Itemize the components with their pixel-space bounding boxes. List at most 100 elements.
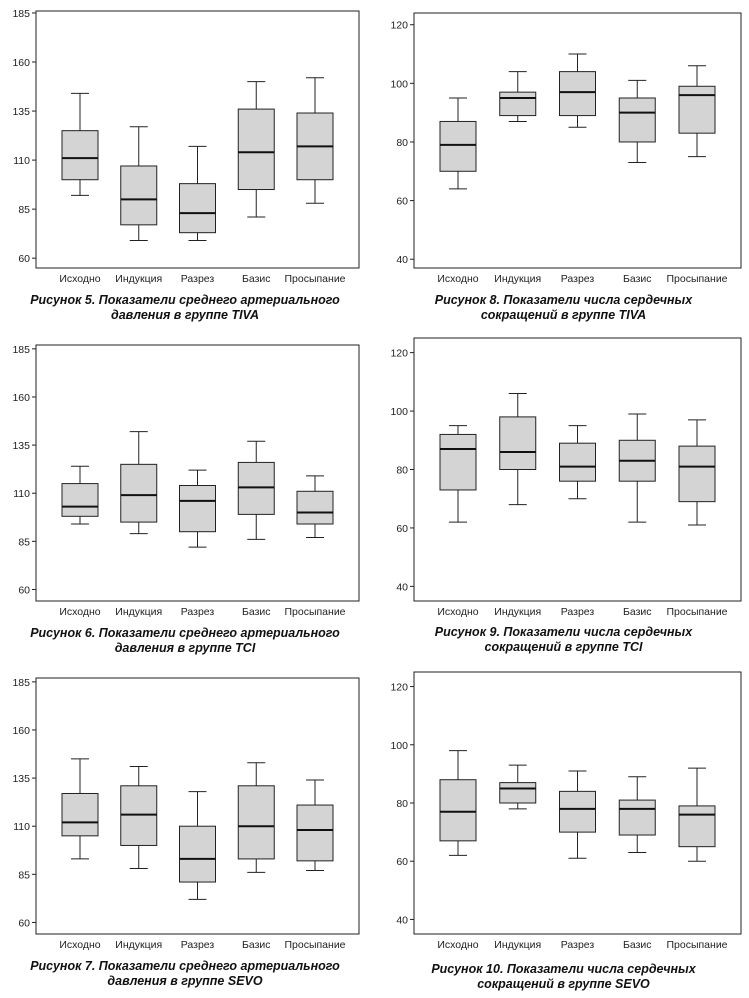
caption-line-1: Рисунок 6. Показатели среднего артериаль… [30, 626, 340, 640]
category-label: Базис [623, 939, 652, 951]
box-2 [499, 71, 537, 122]
caption-line-2: давления в группе TCI [114, 641, 256, 655]
box-3 [179, 469, 216, 548]
caption-line-2: давления в группе SEVO [107, 974, 263, 988]
box-1 [439, 425, 477, 523]
y-tick-label: 80 [396, 137, 408, 149]
box-3 [179, 791, 216, 900]
box-2 [499, 764, 537, 810]
box-iqr [618, 799, 656, 836]
box-3 [559, 425, 596, 500]
chart-panel-fig7: 60 85 110 135 160 185 Исходно Индукция Разрез Баз… [0, 666, 370, 998]
boxplot-svg-fig9: 40 60 80 100 120 Исходно Индукция Разрез Базис Пр… [390, 337, 742, 618]
chart-panel-fig6: 60 85 110 135 160 185 Исходно Индукция Разрез Баз… [0, 333, 370, 663]
box-iqr [499, 91, 537, 117]
box-iqr [439, 120, 477, 172]
y-tick-label: 60 [18, 917, 30, 929]
box-iqr [179, 183, 216, 234]
y-tick-label: 60 [18, 253, 30, 265]
y-tick-label: 60 [18, 584, 30, 596]
category-label: Разрез [561, 939, 595, 951]
category-label: Индукция [494, 939, 541, 951]
box-iqr [559, 71, 596, 117]
box-1 [439, 97, 477, 190]
caption-line-1: Рисунок 9. Показатели числа сердечных [434, 625, 693, 639]
caption-line-1: Рисунок 7. Показатели среднего артериаль… [30, 959, 340, 973]
box-iqr [179, 825, 216, 883]
caption-fig9: Рисунок 9. Показатели числа сердечных со… [378, 625, 749, 655]
box-iqr [61, 130, 99, 181]
box-iqr [120, 165, 158, 226]
box-2 [499, 393, 537, 506]
category-label: Исходно [59, 939, 100, 951]
y-tick-label: 60 [396, 856, 408, 868]
caption-line-2: сокращений в группе SEVO [477, 977, 650, 991]
box-1 [439, 750, 477, 856]
caption-line-1: Рисунок 10. Показатели числа сердечных [431, 962, 696, 976]
y-tick-label: 40 [396, 914, 408, 926]
category-label: Просыпание [284, 273, 345, 285]
box-4 [618, 413, 656, 523]
category-label: Исходно [437, 939, 478, 951]
box-iqr [120, 463, 158, 523]
y-tick-label: 80 [396, 798, 408, 810]
caption-fig6: Рисунок 6. Показатели среднего артериаль… [0, 626, 370, 656]
box-iqr [499, 416, 537, 470]
caption-fig10: Рисунок 10. Показатели числа сердечных с… [378, 962, 749, 992]
box-4 [618, 776, 656, 853]
category-label: Разрез [561, 606, 595, 618]
category-label: Разрез [561, 273, 595, 285]
box-iqr [179, 485, 216, 533]
y-tick-label: 110 [13, 821, 30, 833]
category-label: Индукция [115, 273, 162, 285]
caption-line-2: давления в группе TIVA [110, 308, 259, 322]
box-iqr [296, 490, 334, 525]
category-label: Базис [623, 606, 652, 618]
boxplot-svg-fig8: 40 60 80 100 120 Исходно Индукция Разрез Базис Пр… [390, 12, 742, 285]
category-label: Индукция [494, 606, 541, 618]
category-label: Разрез [181, 273, 215, 285]
caption-fig8: Рисунок 8. Показатели числа сердечных со… [378, 293, 749, 323]
box-4 [237, 762, 275, 873]
category-label: Исходно [437, 606, 478, 618]
y-tick-label: 120 [390, 348, 408, 360]
box-4 [618, 79, 656, 163]
category-label: Просыпание [666, 273, 727, 285]
box-3 [559, 53, 596, 128]
box-3 [559, 770, 596, 859]
chart-panel-fig10: 40 60 80 100 120 Исходно Индукция Разрез Базис Пр… [378, 666, 749, 998]
box-iqr [559, 790, 596, 833]
box-2 [120, 766, 158, 870]
category-label: Разрез [181, 939, 215, 951]
category-label: Базис [623, 273, 652, 285]
box-4 [237, 440, 275, 540]
y-tick-label: 60 [396, 523, 408, 535]
box-5 [296, 77, 334, 204]
category-label: Базис [242, 273, 271, 285]
y-tick-label: 100 [390, 406, 408, 418]
y-tick-label: 135 [12, 440, 30, 452]
category-label: Индукция [494, 273, 541, 285]
y-tick-label: 160 [12, 392, 30, 404]
y-tick-label: 185 [12, 344, 30, 356]
box-iqr [61, 483, 99, 517]
box-iqr [499, 782, 537, 804]
box-1 [61, 758, 99, 860]
y-tick-label: 80 [396, 465, 408, 477]
chart-panel-fig5: 60 85 110 135 160 185 Исходно Индукция Разрез Баз… [0, 0, 370, 330]
category-label: Индукция [115, 606, 162, 618]
category-label: Разрез [181, 606, 215, 618]
caption-line-1: Рисунок 5. Показатели среднего артериаль… [30, 293, 340, 307]
boxplot-svg-fig5: 60 85 110 135 160 185 Исходно Индукция Разрез Баз… [12, 8, 360, 285]
y-tick-label: 40 [396, 254, 408, 266]
y-tick-label: 160 [12, 57, 30, 69]
box-iqr [618, 97, 656, 143]
y-tick-label: 85 [18, 536, 30, 548]
caption-fig5: Рисунок 5. Показатели среднего артериаль… [0, 293, 370, 323]
chart-panel-fig9: 40 60 80 100 120 Исходно Индукция Разрез Базис Пр… [378, 333, 749, 663]
box-5 [678, 419, 716, 526]
caption-line-2: сокращений в группе TCI [484, 640, 643, 654]
y-tick-label: 120 [390, 20, 408, 32]
category-label: Базис [242, 606, 271, 618]
category-label: Индукция [115, 939, 162, 951]
